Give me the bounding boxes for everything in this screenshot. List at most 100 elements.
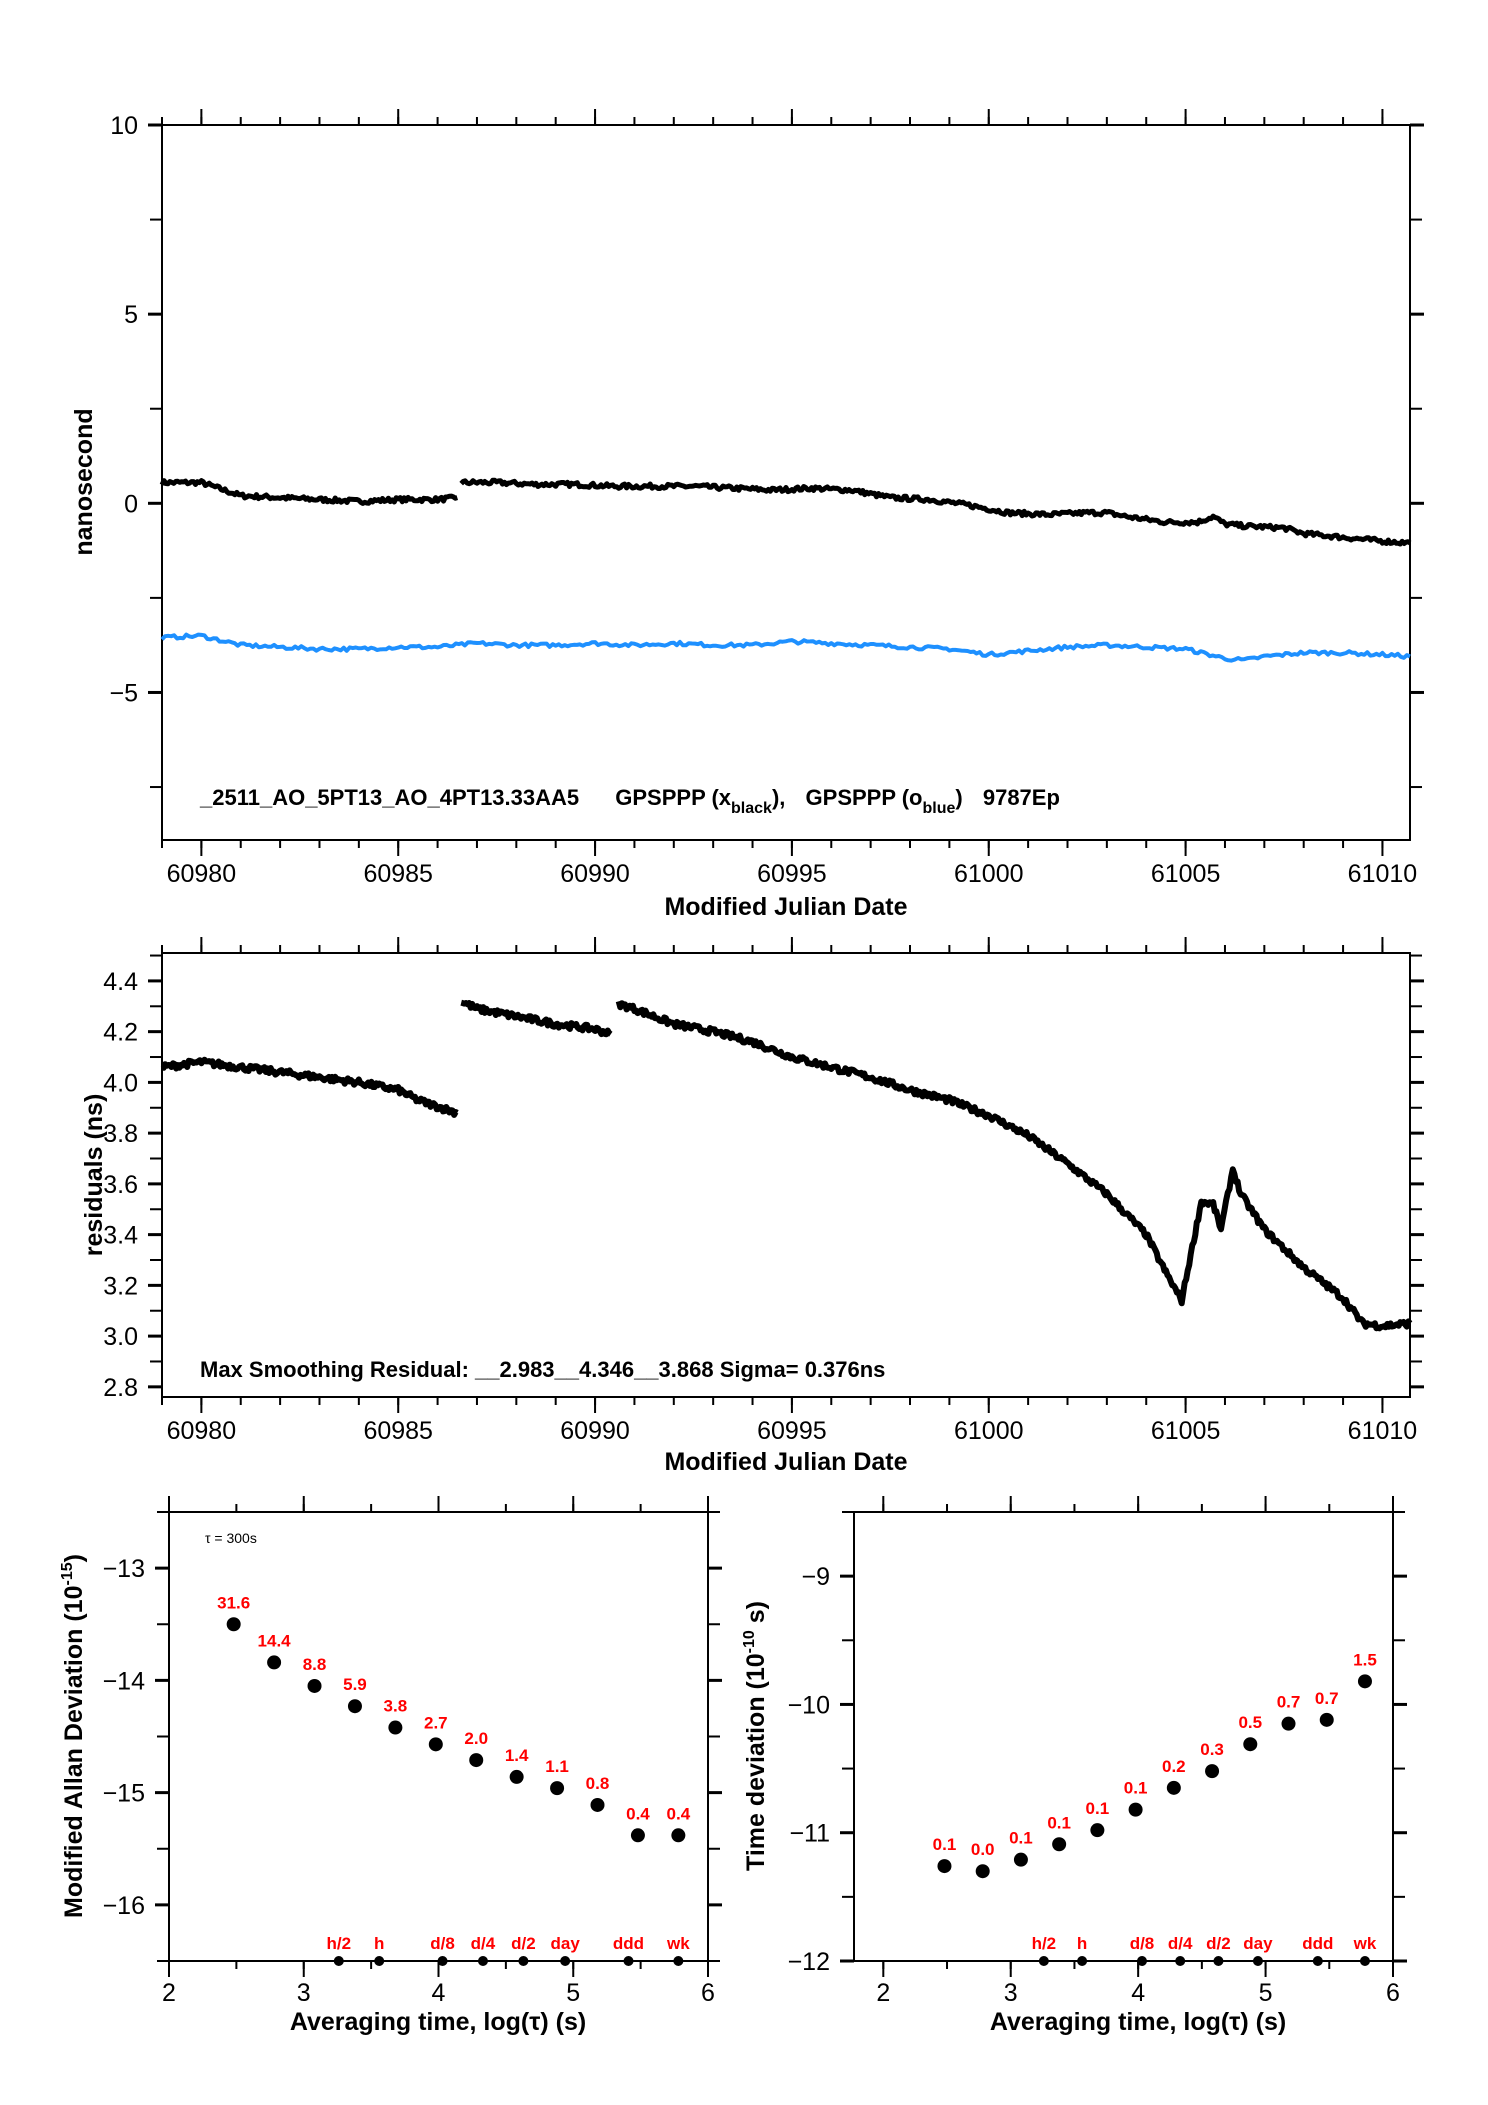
- y-tick-label: 3.0: [103, 1323, 138, 1351]
- y-ticks: −13 −14 −15 −16: [103, 1511, 722, 1962]
- x-tick-label: 60990: [560, 860, 630, 888]
- data-point: [1205, 1764, 1220, 1779]
- timescale-marker: [1077, 1956, 1088, 1966]
- y-tick-label: −5: [109, 679, 138, 707]
- y-tick-label: 3.8: [103, 1120, 138, 1148]
- timescale-label: d/4: [471, 1934, 496, 1953]
- residual-series: [160, 999, 1413, 1332]
- y-tick-label: −16: [103, 1892, 145, 1920]
- y-title-main: Modified Allan Deviation (10: [60, 1586, 88, 1918]
- x-ticks: 60980 60985 60990 60995 61000 61005 61010: [161, 109, 1417, 888]
- y-ticks: 10 5 0 −5: [109, 112, 1424, 789]
- x-ticks: 2 3 4 5 6: [162, 1496, 715, 2007]
- series-group: [159, 477, 1412, 663]
- residual-segment: [459, 999, 613, 1038]
- points-group: 0.1 0.0 0.1 0.1 0.1 0.1 0.2 0.3 0.5 0.7 0.7 1.5 h/2 h…: [933, 1650, 1377, 1966]
- x-tick-label: 61010: [1348, 1417, 1418, 1445]
- point-value-label: 0.7: [1277, 1693, 1301, 1712]
- y-tick-label: −15: [103, 1780, 145, 1808]
- timescale-label: d/8: [1130, 1934, 1155, 1953]
- y-tick-label: 4.0: [103, 1069, 138, 1097]
- timescale-marker: [374, 1956, 385, 1966]
- point-value-label: 0.0: [971, 1840, 995, 1859]
- points-group: 31.6 14.4 8.8 5.9 3.8 2.7 2.0 1.4 1.1 0.8 0.4 0.4 h/…: [217, 1593, 691, 1966]
- data-point: [590, 1797, 605, 1812]
- data-point: [1166, 1780, 1181, 1795]
- point-value-label: 0.1: [933, 1835, 957, 1854]
- point-value-label: 0.4: [667, 1804, 691, 1823]
- y-axis-title: Time deviation (10-10 s): [741, 1601, 770, 1871]
- point-value-label: 0.1: [1009, 1829, 1033, 1848]
- y-axis-title: Modified Allan Deviation (10-15): [59, 1554, 88, 1918]
- x-tick-label: 61000: [954, 1417, 1024, 1445]
- y-ticks: 4.4 4.2 4.0 3.8 3.6 3.4 3.2 3.0 2.8: [103, 954, 1424, 1402]
- data-point: [428, 1737, 443, 1752]
- data-point: [388, 1720, 403, 1735]
- y-ticks: −9 −10 −11 −12: [788, 1511, 1407, 1976]
- data-point: [1319, 1712, 1334, 1727]
- y-axis-title: residuals (ns): [80, 1094, 108, 1257]
- y-tick-label: 0: [124, 490, 138, 518]
- x-axis-title: Averaging time, log(τ) (s): [990, 2008, 1286, 2036]
- timescale-marker: [1252, 1956, 1263, 1966]
- timescale-label: day: [551, 1934, 581, 1953]
- timescale-label: wk: [666, 1934, 690, 1953]
- data-point: [509, 1769, 524, 1784]
- plot-frame: [161, 124, 1411, 841]
- x-tick-label: 61000: [954, 860, 1024, 888]
- plot-frame: [168, 1511, 709, 1962]
- data-point: [630, 1828, 645, 1843]
- y-axis-title: nanosecond: [70, 408, 98, 555]
- point-value-label: 1.1: [545, 1757, 569, 1776]
- station-id: _2511_AO_5PT13_AO_4PT13.33AA5: [199, 785, 579, 810]
- point-value-label: 1.5: [1353, 1650, 1377, 1669]
- timescale-label: d/4: [1168, 1934, 1193, 1953]
- y-tick-label: −13: [103, 1555, 145, 1583]
- data-point: [347, 1699, 362, 1714]
- residual-segment: [615, 1000, 1413, 1332]
- timescale-label: h/2: [1032, 1934, 1057, 1953]
- timescale-label: ddd: [1302, 1934, 1333, 1953]
- black-series-line: [459, 477, 1412, 547]
- x-tick-label: 2: [162, 1979, 176, 2007]
- timescale-marker: [1175, 1956, 1186, 1966]
- timescale-marker: [1038, 1956, 1049, 1966]
- data-point: [671, 1828, 686, 1843]
- x-tick-label: 6: [1386, 1979, 1400, 2007]
- y-tick-label: 5: [124, 301, 138, 329]
- point-value-label: 0.5: [1238, 1713, 1262, 1732]
- timescale-marker: [518, 1956, 529, 1966]
- residual-segment: [160, 1056, 459, 1118]
- data-point: [1243, 1737, 1258, 1752]
- y-tick-label: −11: [789, 1820, 830, 1848]
- point-value-label: 1.4: [505, 1746, 529, 1765]
- x-tick-label: 60985: [363, 1417, 433, 1445]
- x-axis-title: Modified Julian Date: [664, 893, 907, 921]
- smoothing-annotation: Max Smoothing Residual: __2.983__4.346__…: [200, 1357, 885, 1382]
- timescale-marker: [560, 1956, 571, 1966]
- y-tick-label: 4.4: [103, 968, 138, 996]
- x-tick-label: 61005: [1151, 860, 1221, 888]
- timescale-label: d/2: [511, 1934, 536, 1953]
- x-tick-label: 4: [432, 1979, 446, 2007]
- point-value-label: 31.6: [217, 1593, 250, 1612]
- offset-timeseries-panel: 60980 60985 60990 60995 61000 61005 61010 10 5 0…: [70, 109, 1424, 921]
- timescale-marker: [1359, 1956, 1370, 1966]
- y-title-sup: -10: [741, 1630, 758, 1653]
- y-tick-label: 2.8: [103, 1374, 138, 1402]
- residuals-panel: 60980 60985 60990 60995 61000 61005 61010 4.44…: [80, 937, 1424, 1476]
- series1-sub: black: [731, 800, 772, 817]
- data-point: [937, 1859, 952, 1874]
- point-value-label: 5.9: [343, 1675, 367, 1694]
- timescale-label: h: [374, 1934, 384, 1953]
- point-value-label: 0.4: [626, 1804, 650, 1823]
- timescale-marker: [673, 1956, 684, 1966]
- series1-legend: GPSPPP (x: [615, 785, 732, 810]
- timescale-marker: [1312, 1956, 1323, 1966]
- y-title-main: Time deviation (10: [742, 1653, 770, 1871]
- x-tick-label: 61005: [1151, 1417, 1221, 1445]
- point-value-label: 0.2: [1162, 1757, 1186, 1776]
- y-title-close: ): [60, 1554, 88, 1562]
